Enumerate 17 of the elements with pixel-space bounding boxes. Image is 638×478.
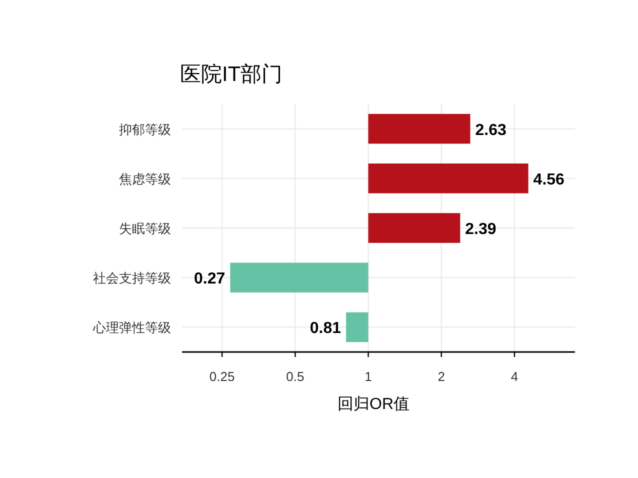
chart-title: 医院IT部门 <box>180 63 283 86</box>
y-tick-label: 抑郁等级 <box>119 122 171 137</box>
y-tick-label: 焦虑等级 <box>119 171 171 186</box>
x-axis-title: 回归OR值 <box>338 395 410 413</box>
data-label: 0.27 <box>194 270 226 288</box>
y-tick-label: 社会支持等级 <box>93 270 171 286</box>
x-tick-label: 0.5 <box>286 369 304 384</box>
x-tick-label: 0.25 <box>209 369 235 384</box>
y-tick-label: 失眠等级 <box>119 221 171 236</box>
y-tick-label: 心理弹性等级 <box>92 320 171 336</box>
data-label: 0.81 <box>310 320 342 338</box>
x-tick-label: 1 <box>364 369 372 384</box>
data-label: 4.56 <box>533 171 565 188</box>
data-label: 2.39 <box>465 221 496 238</box>
x-tick-label: 4 <box>510 369 518 384</box>
x-tick-label: 2 <box>438 369 445 384</box>
data-label: 2.63 <box>475 122 506 139</box>
